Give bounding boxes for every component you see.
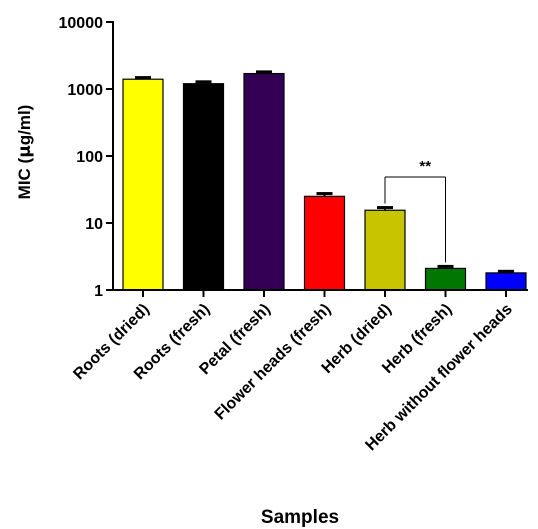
significance-label: ** (419, 158, 431, 175)
bars-group (122, 72, 527, 291)
bar (364, 209, 406, 291)
y-tick-label: 1 (94, 283, 103, 300)
y-axis-label: MIC (μg/ml) (15, 105, 35, 200)
x-axis-label: Samples (261, 507, 339, 528)
y-ticks-group: 1 10 100 1000 10000 (59, 15, 113, 300)
bar (122, 78, 164, 291)
error-bars-group (135, 70, 514, 273)
y-tick-label: 10000 (59, 15, 104, 32)
x-tick-label: Flower heads (fresh) (212, 301, 335, 424)
bar (243, 72, 285, 291)
bar (303, 195, 346, 291)
y-tick-label: 1000 (67, 82, 103, 99)
significance-annotation: ** (384, 158, 446, 263)
bar (182, 83, 225, 291)
x-ticks-group: Roots (dried)Roots (fresh)Petal (fresh)F… (70, 290, 516, 454)
y-tick-label: 100 (76, 149, 103, 166)
bar (485, 272, 527, 291)
y-tick-label: 10 (85, 216, 103, 233)
bar (424, 267, 467, 291)
